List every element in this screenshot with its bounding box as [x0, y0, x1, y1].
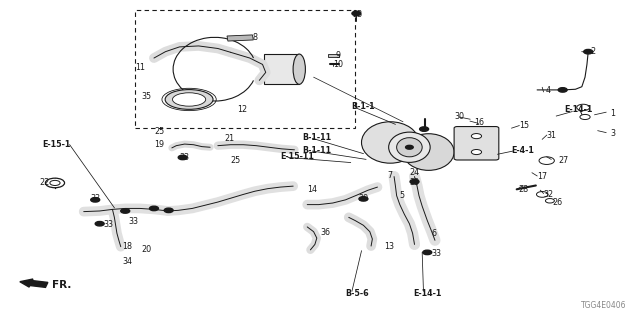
Text: 15: 15 [519, 121, 529, 130]
Text: B-1-11: B-1-11 [302, 132, 332, 141]
Text: 29: 29 [358, 194, 369, 204]
Text: 1: 1 [610, 109, 615, 118]
Text: 5: 5 [399, 191, 404, 200]
Circle shape [95, 221, 104, 226]
FancyArrow shape [20, 279, 48, 287]
Bar [264, 54, 300, 84]
Text: 27: 27 [559, 156, 569, 165]
Circle shape [359, 197, 368, 201]
Bar [328, 53, 339, 57]
Text: 36: 36 [320, 228, 330, 237]
Text: 30: 30 [454, 112, 464, 121]
Circle shape [45, 178, 65, 188]
Text: 22: 22 [39, 179, 49, 188]
Text: 33: 33 [103, 220, 113, 229]
Ellipse shape [165, 90, 213, 109]
Text: FR.: FR. [52, 280, 71, 290]
Text: B-1-11: B-1-11 [302, 146, 332, 155]
Text: E-14-1: E-14-1 [413, 289, 442, 298]
Text: 33: 33 [410, 179, 419, 188]
Text: 33: 33 [129, 217, 138, 226]
Text: E-4-1: E-4-1 [511, 146, 534, 155]
Circle shape [178, 155, 187, 160]
Text: 34: 34 [122, 258, 132, 267]
Text: 13: 13 [384, 242, 394, 251]
Ellipse shape [173, 93, 205, 106]
Ellipse shape [362, 122, 419, 163]
Text: 25: 25 [154, 127, 164, 136]
Circle shape [91, 197, 100, 202]
Text: 12: 12 [237, 105, 247, 114]
Circle shape [420, 127, 429, 131]
Text: 24: 24 [410, 168, 420, 177]
Text: 33: 33 [90, 194, 100, 204]
Text: 32: 32 [543, 190, 554, 199]
Circle shape [423, 250, 432, 255]
Text: B-1-1: B-1-1 [351, 102, 375, 111]
Text: 10: 10 [333, 60, 343, 69]
Circle shape [352, 11, 361, 16]
Text: 18: 18 [122, 242, 132, 251]
Text: 20: 20 [141, 245, 152, 254]
Text: 21: 21 [224, 134, 234, 143]
Text: 9: 9 [335, 51, 340, 60]
Circle shape [406, 145, 413, 149]
Text: 3: 3 [610, 129, 615, 138]
Text: 11: 11 [135, 63, 145, 72]
Circle shape [471, 133, 481, 139]
Text: 35: 35 [141, 92, 152, 101]
Ellipse shape [388, 132, 430, 162]
Bar [227, 35, 253, 41]
Circle shape [410, 180, 419, 184]
Ellipse shape [397, 138, 422, 157]
Circle shape [121, 209, 130, 213]
Text: 16: 16 [475, 118, 484, 127]
Circle shape [577, 104, 589, 111]
FancyBboxPatch shape [454, 126, 499, 160]
Text: 33: 33 [180, 153, 189, 162]
Text: E-15-11: E-15-11 [281, 152, 315, 161]
Ellipse shape [293, 54, 305, 84]
Text: E-15-1: E-15-1 [43, 140, 71, 149]
Text: 19: 19 [154, 140, 164, 149]
Text: 17: 17 [537, 172, 547, 181]
Text: 26: 26 [552, 197, 563, 206]
Text: 14: 14 [307, 185, 317, 194]
Text: 31: 31 [546, 131, 556, 140]
Ellipse shape [403, 134, 454, 170]
Circle shape [580, 115, 590, 120]
Bar [135, 10, 355, 128]
Circle shape [471, 149, 481, 155]
Circle shape [536, 192, 548, 197]
Text: 25: 25 [230, 156, 241, 165]
Text: 2: 2 [591, 46, 596, 56]
Circle shape [558, 88, 567, 92]
Text: E-14-1: E-14-1 [564, 105, 593, 114]
Text: 33: 33 [431, 249, 441, 258]
Circle shape [50, 180, 60, 186]
Circle shape [150, 206, 159, 211]
Text: 28: 28 [518, 185, 528, 194]
Text: 7: 7 [388, 171, 393, 180]
Text: 6: 6 [431, 229, 436, 238]
Text: TGG4E0406: TGG4E0406 [581, 301, 627, 310]
Circle shape [584, 50, 593, 54]
Circle shape [545, 198, 554, 203]
Text: 8: 8 [252, 33, 257, 42]
Text: 23: 23 [352, 10, 362, 19]
Text: 4: 4 [546, 86, 551, 95]
Circle shape [164, 208, 173, 212]
Circle shape [539, 157, 554, 164]
Text: B-5-6: B-5-6 [345, 289, 369, 298]
